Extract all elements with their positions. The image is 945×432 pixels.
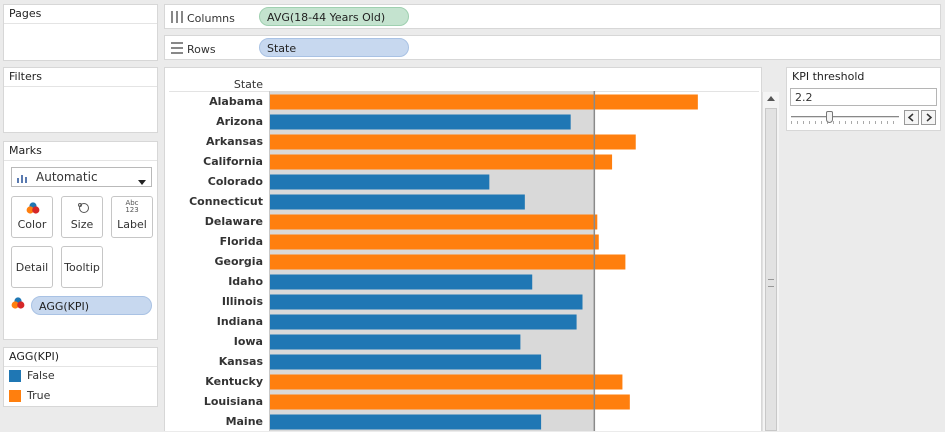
state-label[interactable]: Delaware — [204, 215, 263, 228]
decrement-button[interactable] — [904, 110, 919, 125]
legend-title: AGG(KPI) — [9, 350, 60, 363]
chevron-left-icon — [907, 113, 914, 122]
detail-button-label: Detail — [15, 261, 49, 274]
state-label[interactable]: Florida — [219, 235, 263, 248]
state-label[interactable]: Louisiana — [203, 395, 263, 408]
bar-california[interactable] — [270, 154, 613, 170]
rows-shelf: Rows State — [164, 35, 941, 60]
legend-swatch-true[interactable] — [9, 390, 21, 402]
bar-florida[interactable] — [270, 234, 599, 250]
rows-label: Rows — [187, 43, 216, 56]
pages-title-divider — [4, 23, 157, 24]
columns-shelf: Columns AVG(18-44 Years Old) — [164, 4, 941, 29]
vertical-scrollbar-track[interactable] — [762, 92, 779, 431]
columns-label: Columns — [187, 12, 235, 25]
label-button-label: Label — [117, 218, 147, 231]
marks-title-divider — [4, 160, 157, 161]
bar-georgia[interactable] — [270, 254, 626, 270]
marks-card: Marks Automatic Color Size Abc 123 Label… — [3, 141, 158, 340]
color-icon — [11, 297, 25, 312]
bar-connecticut[interactable] — [270, 194, 525, 210]
row-header: State — [233, 78, 263, 91]
state-label[interactable]: California — [203, 155, 263, 168]
chevron-down-icon — [138, 175, 146, 188]
scroll-up-arrow[interactable] — [764, 92, 778, 106]
columns-icon — [171, 11, 183, 26]
state-label[interactable]: Kansas — [218, 355, 263, 368]
mark-type-dropdown[interactable]: Automatic — [11, 167, 152, 187]
color-icon — [26, 202, 40, 217]
state-label[interactable]: Maine — [225, 415, 263, 428]
scrollbar-thumb[interactable] — [765, 108, 777, 431]
pages-title: Pages — [9, 7, 42, 20]
mark-type-value: Automatic — [36, 170, 98, 184]
legend-card: AGG(KPI) False True — [3, 347, 158, 407]
state-label[interactable]: Arkansas — [205, 135, 263, 148]
bar-iowa[interactable] — [270, 334, 521, 350]
parameter-input[interactable]: 2.2 — [790, 88, 937, 106]
state-label[interactable]: Georgia — [214, 255, 263, 268]
filters-card: Filters — [3, 67, 158, 133]
columns-pill[interactable]: AVG(18-44 Years Old) — [259, 7, 409, 26]
bar-idaho[interactable] — [270, 274, 533, 290]
rows-icon — [171, 42, 183, 57]
bar-alabama[interactable] — [270, 94, 698, 110]
bar-indiana[interactable] — [270, 314, 577, 330]
bar-chart — [269, 91, 698, 431]
chevron-right-icon — [926, 113, 933, 122]
state-label[interactable]: Arizona — [216, 115, 263, 128]
increment-button[interactable] — [921, 110, 936, 125]
bar-kansas[interactable] — [270, 354, 542, 370]
size-icon — [76, 202, 90, 217]
color-field-pill[interactable]: AGG(KPI) — [31, 296, 152, 315]
tooltip-button[interactable]: Tooltip — [61, 246, 103, 288]
state-label[interactable]: Idaho — [228, 275, 263, 288]
state-label[interactable]: Colorado — [207, 175, 263, 188]
bar-chart-icon — [16, 173, 30, 183]
state-label[interactable]: Iowa — [233, 335, 263, 348]
view-area: State Alabama Arizona Arkansas California Co… — [164, 67, 776, 432]
bar-arizona[interactable] — [270, 114, 571, 130]
rows-pill[interactable]: State — [259, 38, 409, 57]
state-label[interactable]: Alabama — [209, 95, 263, 108]
detail-button[interactable]: Detail — [11, 246, 53, 288]
legend-title-divider — [4, 366, 157, 367]
slider-track — [791, 116, 899, 118]
scrollbar-grip — [768, 279, 774, 287]
state-label[interactable]: Illinois — [221, 295, 263, 308]
marks-title: Marks — [9, 144, 42, 157]
state-labels: Alabama Arizona Arkansas California Colorado… — [165, 68, 263, 432]
parameter-slider[interactable] — [791, 110, 899, 126]
bar-kentucky[interactable] — [270, 374, 623, 390]
parameter-title: KPI threshold — [792, 70, 865, 83]
state-label[interactable]: Indiana — [216, 315, 263, 328]
legend-label-false[interactable]: False — [27, 369, 55, 382]
tooltip-button-label: Tooltip — [64, 261, 100, 274]
bar-delaware[interactable] — [270, 214, 598, 230]
legend-swatch-false[interactable] — [9, 370, 21, 382]
slider-thumb[interactable] — [825, 111, 833, 123]
abc-123-icon: Abc 123 — [125, 199, 139, 214]
bar-louisiana[interactable] — [270, 394, 630, 410]
filters-title: Filters — [9, 70, 42, 83]
size-button[interactable]: Size — [61, 196, 103, 238]
color-button-label: Color — [17, 218, 47, 231]
label-button[interactable]: Abc 123 Label — [111, 196, 153, 238]
legend-label-true[interactable]: True — [27, 389, 51, 402]
state-label[interactable]: Connecticut — [189, 195, 263, 208]
filters-title-divider — [4, 86, 157, 87]
bar-arkansas[interactable] — [270, 134, 636, 150]
bar-colorado[interactable] — [270, 174, 490, 190]
state-label[interactable]: Kentucky — [205, 375, 263, 388]
size-button-label: Size — [70, 218, 94, 231]
bar-illinois[interactable] — [270, 294, 583, 310]
slider-ticks — [791, 121, 899, 124]
pages-card: Pages — [3, 4, 158, 61]
bar-maine[interactable] — [270, 414, 542, 430]
color-button[interactable]: Color — [11, 196, 53, 238]
kpi-threshold-card: KPI threshold 2.2 — [786, 67, 941, 131]
